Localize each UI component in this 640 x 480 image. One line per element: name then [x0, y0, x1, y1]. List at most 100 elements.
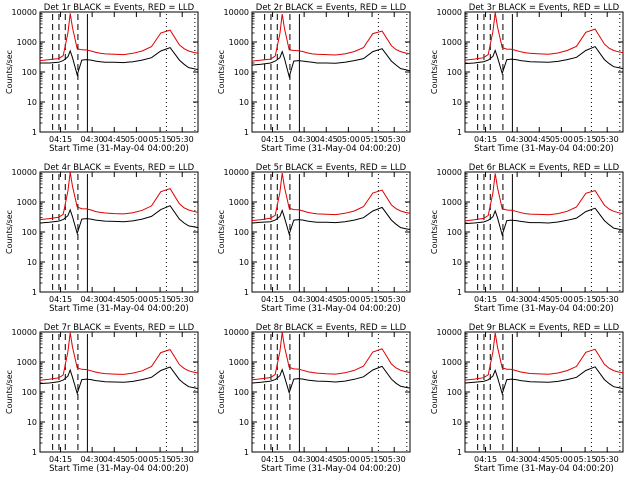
series-line-lld [251, 14, 411, 62]
x-axis-label: Start Time (31-May-04 04:00:20) [261, 144, 401, 154]
plot-frame [464, 171, 624, 293]
x-tick-label: 04:45 [528, 295, 551, 304]
y-tick-label: 1000 [229, 198, 249, 207]
x-tick-label: 04:15 [474, 135, 497, 144]
x-tick-label: 04:30 [506, 295, 529, 304]
x-tick-label: 04:45 [528, 135, 551, 144]
x-tick-label: 05:30 [383, 135, 406, 144]
x-tick-label: 05:30 [171, 135, 194, 144]
x-tick-label: 04:15 [474, 295, 497, 304]
y-tick-label: 10 [27, 98, 37, 107]
x-tick-label: 04:15 [49, 295, 72, 304]
x-tick-label: 04:45 [528, 455, 551, 464]
x-tick-label: 05:30 [171, 295, 194, 304]
x-tick-label: 04:30 [506, 135, 529, 144]
y-tick-label: 1000 [17, 38, 37, 47]
series-line-events [39, 205, 199, 236]
series-line-lld [464, 173, 624, 222]
x-tick-label: 05:30 [383, 455, 406, 464]
y-tick-label: 10000 [224, 328, 249, 337]
y-axis-label: Counts/sec [5, 210, 14, 254]
y-tick-label: 10000 [12, 168, 37, 177]
y-axis-label: Counts/sec [217, 370, 226, 414]
y-tick-label: 1000 [17, 198, 37, 207]
y-axis-label: Counts/sec [430, 50, 439, 94]
x-tick-label: 04:30 [293, 455, 316, 464]
x-tick-label: 05:00 [337, 135, 360, 144]
series-line-lld [251, 173, 411, 222]
y-tick-label: 1000 [442, 38, 462, 47]
y-tick-label: 100 [22, 388, 37, 397]
y-tick-label: 100 [22, 228, 37, 237]
x-tick-label: 04:15 [261, 455, 284, 464]
series-line-events [464, 366, 624, 396]
series-line-lld [464, 12, 624, 61]
x-tick-label: 04:15 [261, 295, 284, 304]
x-tick-label: 05:00 [125, 135, 148, 144]
x-tick-label: 04:15 [49, 135, 72, 144]
panel-det-6: Det 6r BLACK = Events, RED = LLD 1 10 100 10… [430, 163, 624, 314]
x-axis-label: Start Time (31-May-04 04:00:20) [474, 304, 614, 314]
x-tick-label: 05:00 [125, 295, 148, 304]
x-tick-label: 04:45 [315, 295, 338, 304]
y-tick-label: 100 [234, 68, 249, 77]
series-line-events [251, 48, 411, 79]
y-tick-label: 10000 [224, 168, 249, 177]
x-tick-label: 05:00 [550, 455, 573, 464]
x-tick-label: 05:30 [596, 135, 619, 144]
x-tick-label: 04:15 [474, 455, 497, 464]
x-tick-label: 05:15 [149, 135, 172, 144]
x-tick-label: 05:00 [550, 295, 573, 304]
y-tick-label: 100 [234, 388, 249, 397]
series-line-lld [251, 332, 411, 381]
plot-frame [464, 11, 624, 133]
y-tick-label: 100 [447, 228, 462, 237]
panel-title: Det 5r BLACK = Events, RED = LLD [256, 163, 407, 173]
panel-title: Det 9r BLACK = Events, RED = LLD [469, 323, 620, 333]
plot-frame [39, 331, 199, 453]
panel-det-4: Det 4r BLACK = Events, RED = LLD 1 10 100 10… [5, 163, 199, 314]
x-tick-label: 05:15 [574, 295, 597, 304]
y-tick-label: 1000 [229, 358, 249, 367]
y-tick-label: 10 [452, 258, 462, 267]
series-line-events [40, 47, 199, 77]
y-axis-label: Counts/sec [5, 50, 14, 94]
plot-frame [251, 331, 411, 453]
panel-title: Det 4r BLACK = Events, RED = LLD [44, 163, 195, 173]
x-axis-label: Start Time (31-May-04 04:00:20) [474, 144, 614, 154]
x-axis-label: Start Time (31-May-04 04:00:20) [49, 464, 189, 474]
panel-det-1: Det 1r BLACK = Events, RED = LLD 1 10 100 10… [5, 3, 199, 154]
y-tick-label: 10 [239, 418, 249, 427]
y-tick-label: 10000 [12, 328, 37, 337]
x-axis-label: Start Time (31-May-04 04:00:20) [49, 304, 189, 314]
panel-det-7: Det 7r BLACK = Events, RED = LLD 1 10 100 10… [5, 323, 199, 474]
panel-det-9: Det 9r BLACK = Events, RED = LLD 1 10 100 10… [430, 323, 624, 474]
y-tick-label: 10000 [224, 8, 249, 17]
x-tick-label: 05:15 [361, 135, 384, 144]
y-tick-label: 1 [244, 128, 249, 137]
x-tick-label: 04:45 [315, 455, 338, 464]
panel-det-8: Det 8r BLACK = Events, RED = LLD 1 10 100 10… [217, 323, 411, 474]
y-tick-label: 10 [239, 98, 249, 107]
x-tick-label: 05:00 [337, 455, 360, 464]
panel-title: Det 3r BLACK = Events, RED = LLD [469, 3, 620, 13]
x-tick-label: 05:30 [596, 455, 619, 464]
x-tick-label: 05:15 [574, 455, 597, 464]
x-tick-label: 05:15 [149, 455, 172, 464]
y-tick-label: 10000 [12, 8, 37, 17]
x-tick-label: 04:15 [261, 135, 284, 144]
x-tick-label: 04:30 [293, 295, 316, 304]
x-tick-label: 04:45 [103, 295, 126, 304]
y-axis-label: Counts/sec [217, 50, 226, 94]
x-tick-label: 05:00 [125, 455, 148, 464]
y-axis-label: Counts/sec [430, 210, 439, 254]
x-tick-label: 04:45 [103, 455, 126, 464]
x-tick-label: 04:30 [81, 295, 104, 304]
series-line-lld [464, 332, 624, 381]
plot-frame [464, 331, 624, 453]
y-tick-label: 100 [22, 68, 37, 77]
x-tick-label: 04:45 [315, 135, 338, 144]
x-tick-label: 05:00 [337, 295, 360, 304]
y-tick-label: 1000 [442, 358, 462, 367]
x-tick-label: 04:30 [506, 455, 529, 464]
